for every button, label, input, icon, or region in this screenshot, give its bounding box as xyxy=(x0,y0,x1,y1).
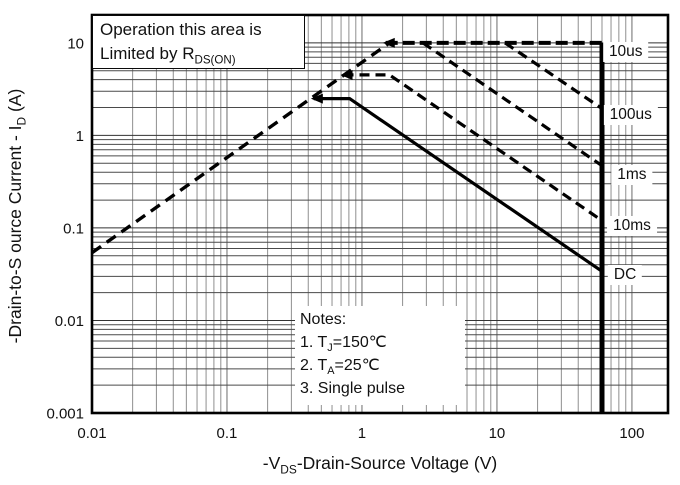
curve-label-10us: 10us xyxy=(602,41,649,62)
y-tick-label: 10 xyxy=(67,35,84,52)
notes-box: Notes: 1. TJ=150℃ 2. TA=25℃ 3. Single pu… xyxy=(295,306,465,405)
curve-label-10ms: 10ms xyxy=(606,215,657,236)
curve-label-1ms: 1ms xyxy=(611,165,653,186)
y-tick-label: 1 xyxy=(76,128,84,145)
plot-border xyxy=(90,13,670,415)
note-line: 3. Single pulse xyxy=(300,380,405,398)
x-tick-label: 10 xyxy=(489,425,506,442)
annotation-line2: Limited by RDS(ON) xyxy=(100,44,236,67)
x-tick-label: 0.01 xyxy=(77,425,106,442)
notes-title: Notes: xyxy=(300,311,347,328)
rdson-annotation-box: Operation this area is Limited by RDS(ON… xyxy=(92,15,305,69)
y-tick-label: 0.01 xyxy=(55,313,84,330)
x-axis-title: -VDS-Drain-Source Voltage (V) xyxy=(262,453,498,477)
curve-pulse-1ms xyxy=(422,41,603,168)
y-axis-title: -Drain-to-S ource Current - ID (A) xyxy=(5,88,29,344)
curve-start-arrow-icon xyxy=(340,69,353,80)
curve-label-100us: 100us xyxy=(603,105,658,126)
y-tick-label: 0.001 xyxy=(46,406,84,423)
curve-start-arrow-icon xyxy=(310,93,323,104)
note-line: 2. TA=25℃ xyxy=(300,357,380,378)
x-tick-label: 1 xyxy=(358,425,366,442)
y-tick-label: 0.1 xyxy=(63,220,84,237)
annotation-line1: Operation this area is xyxy=(100,20,262,39)
curve-start-arrow-icon xyxy=(382,37,395,48)
x-tick-label: 0.1 xyxy=(217,425,238,442)
curve-pulse-10ms xyxy=(343,73,603,222)
curve-label-dc: DC xyxy=(607,264,643,285)
curve-rdson-limit-line xyxy=(91,41,391,255)
curve-pulse-100us xyxy=(504,41,603,110)
x-tick-label: 100 xyxy=(619,425,644,442)
note-line: 1. TJ=150℃ xyxy=(300,334,387,355)
curve-dc xyxy=(313,97,603,273)
